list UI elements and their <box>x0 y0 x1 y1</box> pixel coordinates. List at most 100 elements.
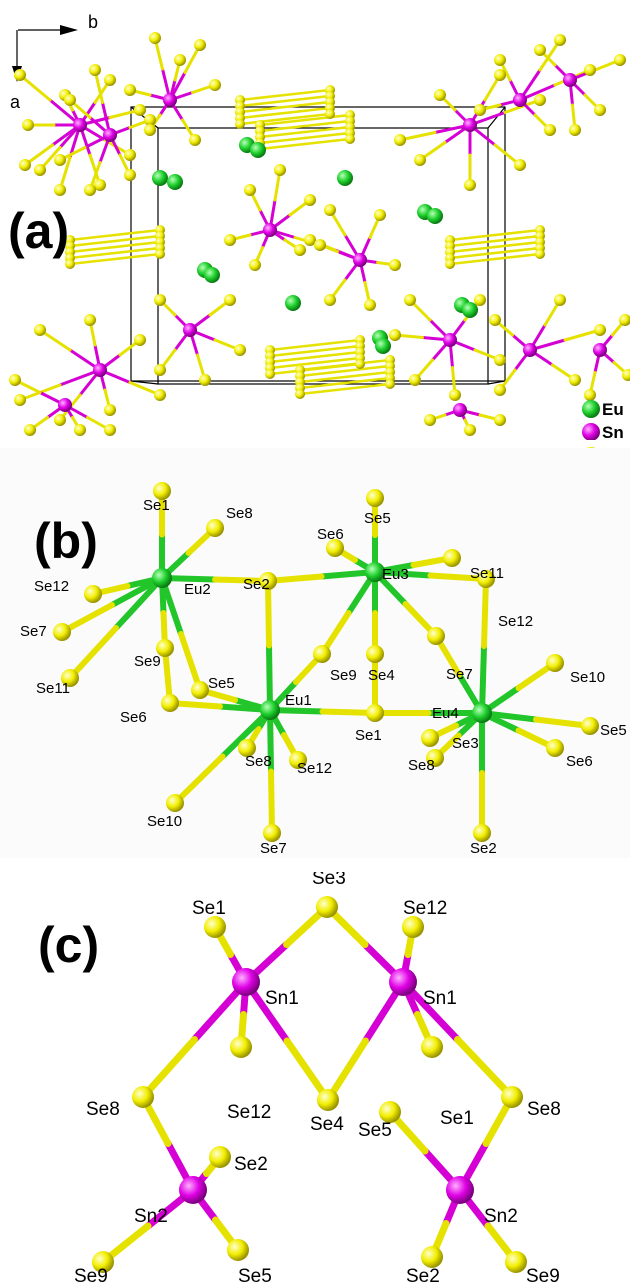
legend-sn: Sn <box>582 423 624 440</box>
se-atom <box>546 654 564 672</box>
se-atom <box>274 164 286 176</box>
se-se-bond <box>493 246 542 255</box>
sn-atom <box>443 333 457 347</box>
se-atom <box>34 164 46 176</box>
se-atom <box>389 259 401 271</box>
se-atom <box>394 134 406 146</box>
sn-se-bond <box>538 38 562 72</box>
sn-atom <box>513 93 527 107</box>
se-atom <box>144 124 156 136</box>
se-atom <box>249 259 261 271</box>
sn-atom <box>93 363 107 377</box>
se-atom <box>19 159 31 171</box>
se-atom <box>534 94 546 106</box>
se-se-bond <box>313 356 362 365</box>
panel-a-label: (a) <box>8 203 69 259</box>
sn-se-bond <box>563 328 602 342</box>
se-atom <box>366 704 384 722</box>
se-atom <box>153 482 171 500</box>
legend-eu: Eu <box>582 400 624 419</box>
label-se7-right: Se7 <box>446 666 473 683</box>
se-atom <box>594 324 606 336</box>
se-se-bond <box>258 118 307 127</box>
se-atom <box>65 259 75 269</box>
se-atom <box>426 749 444 767</box>
panel-c-atoms <box>92 896 527 1273</box>
label-sn1-right: Sn1 <box>423 988 457 1009</box>
eu-se-bond <box>265 578 272 649</box>
se-se-bond <box>258 136 307 145</box>
sn-se-bond <box>283 1037 332 1104</box>
se-atom <box>54 184 66 196</box>
se-se-bond <box>283 100 332 109</box>
eu-se-bond <box>481 576 489 649</box>
label-se2-left: Se2 <box>234 1154 268 1175</box>
se-atom <box>317 1089 339 1111</box>
se-atom <box>424 414 436 426</box>
se-atom <box>124 169 136 181</box>
se-atom <box>505 1251 527 1273</box>
se-se-bond <box>238 93 287 102</box>
se-se-bond <box>343 370 392 379</box>
se-atom <box>402 916 424 938</box>
sn-se-bond <box>18 73 52 102</box>
se-atom <box>584 389 596 401</box>
panel-a-unit-cell: b a (a) Eu Sn Se <box>0 0 630 464</box>
se-atom <box>14 69 26 81</box>
se-atom <box>234 344 246 356</box>
se-atom <box>421 1036 443 1058</box>
label-sn1-left: Sn1 <box>265 988 299 1009</box>
se-atom <box>209 79 221 91</box>
se-se-bond <box>448 233 497 242</box>
se-atom <box>569 374 581 386</box>
eu-se-bond <box>178 631 203 693</box>
eu-atom <box>250 142 266 158</box>
label-se2-right: Se2 <box>406 1266 440 1287</box>
se-atom <box>134 334 146 346</box>
eu-atom <box>152 568 172 588</box>
se-se-bond <box>298 387 347 396</box>
label-sn2-right: Sn2 <box>484 1206 518 1227</box>
se-atom <box>534 44 546 56</box>
se-atom <box>385 379 395 389</box>
label-se4-mid: Se4 <box>368 667 395 684</box>
se-atom <box>74 424 86 436</box>
se-atom <box>265 369 275 379</box>
se-atom <box>154 389 166 401</box>
se-se-bond <box>268 343 317 352</box>
se-se-bond <box>448 251 497 260</box>
se-atom <box>314 239 326 251</box>
sn-coordination-diagram: (c) Se3 Se1 Se12 Sn1 Sn1 Se8 Se12 Se4 Se… <box>38 872 561 1287</box>
se-se-bond <box>283 106 332 115</box>
se-se-bond <box>68 233 117 242</box>
eu-atom <box>472 703 492 723</box>
se-se-bond <box>343 358 392 367</box>
sn-atom-icon <box>582 423 600 440</box>
sn-atom <box>463 118 477 132</box>
se-atom <box>64 94 76 106</box>
se-atom <box>581 717 599 735</box>
label-se11-left: Se11 <box>36 680 70 697</box>
panel-b-atoms <box>53 482 599 842</box>
crystal-axes: b a <box>10 12 98 112</box>
se-atom <box>546 739 564 757</box>
eu-atom <box>337 170 353 186</box>
sn-se-bond <box>58 368 102 387</box>
se-atom <box>244 184 256 196</box>
label-se10-left: Se10 <box>147 813 182 830</box>
se-atom <box>535 249 545 259</box>
se-atom <box>155 249 165 259</box>
se-se-bond <box>238 105 287 114</box>
se-se-bond <box>68 239 117 248</box>
se-se-bond <box>258 124 307 133</box>
se-atom <box>124 149 136 161</box>
sn-atom <box>523 343 537 357</box>
se-atom <box>366 489 384 507</box>
panel-c-label: (c) <box>38 917 99 973</box>
se-se-bond <box>493 234 542 243</box>
se-atom <box>464 424 476 436</box>
se-atom <box>489 314 501 326</box>
se-atom <box>379 1101 401 1123</box>
se-atom <box>166 794 184 812</box>
sn-atom <box>593 343 607 357</box>
